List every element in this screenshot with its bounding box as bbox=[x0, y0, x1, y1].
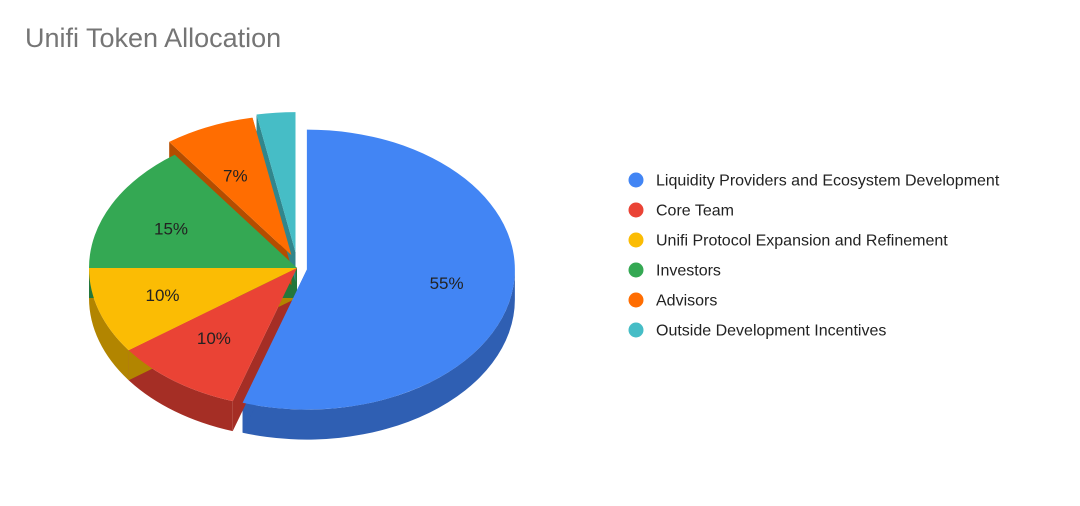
legend-item-unifi-protocol-expansion-and-refinement: Unifi Protocol Expansion and Refinement bbox=[628, 232, 948, 250]
legend-label-liquidity-providers-and-ecosystem-development: Liquidity Providers and Ecosystem Develo… bbox=[656, 173, 1000, 190]
legend-swatch-unifi-protocol-expansion-and-refinement bbox=[628, 232, 644, 248]
legend-swatch-advisors bbox=[628, 292, 644, 308]
legend-item-core-team: Core Team bbox=[628, 202, 734, 220]
legend-item-advisors: Advisors bbox=[628, 292, 717, 310]
chart-title: Unifi Token Allocation bbox=[25, 23, 281, 53]
legend: Liquidity Providers and Ecosystem Develo… bbox=[628, 172, 1000, 340]
legend-label-unifi-protocol-expansion-and-refinement: Unifi Protocol Expansion and Refinement bbox=[656, 233, 948, 250]
slice-label-advisors: 7% bbox=[223, 167, 248, 186]
legend-swatch-outside-development-incentives bbox=[628, 322, 644, 338]
legend-label-outside-development-incentives: Outside Development Incentives bbox=[656, 323, 886, 340]
legend-swatch-core-team bbox=[628, 202, 644, 218]
legend-label-core-team: Core Team bbox=[656, 203, 734, 220]
legend-label-investors: Investors bbox=[656, 263, 721, 280]
legend-swatch-investors bbox=[628, 262, 644, 278]
pie-labels-layer: 55% 10% 10% 15% 7% bbox=[145, 167, 463, 349]
legend-swatch-liquidity-providers-and-ecosystem-development bbox=[628, 172, 644, 188]
slice-label-unifi-protocol-expansion-and-refinement: 10% bbox=[145, 286, 179, 305]
pie-slice-unifi-protocol-expansion-and-refinement bbox=[89, 268, 297, 351]
slice-label-liquidity-providers-and-ecosystem-development: 55% bbox=[430, 274, 464, 293]
legend-item-outside-development-incentives: Outside Development Incentives bbox=[628, 322, 886, 340]
pie-slice-outside-development-incentives bbox=[256, 112, 296, 253]
legend-item-liquidity-providers-and-ecosystem-development: Liquidity Providers and Ecosystem Develo… bbox=[628, 172, 1000, 190]
slice-label-core-team: 10% bbox=[197, 329, 231, 348]
pie-slice-investors bbox=[89, 154, 297, 268]
pie-top-layer bbox=[89, 112, 515, 410]
pie-slice-advisors bbox=[169, 117, 292, 256]
legend-item-investors: Investors bbox=[628, 262, 721, 280]
pie-slice-liquidity-providers-and-ecosystem-development bbox=[242, 129, 515, 410]
pie-slice-core-team bbox=[128, 268, 297, 402]
legend-label-advisors: Advisors bbox=[656, 293, 717, 310]
slice-label-investors: 15% bbox=[154, 220, 188, 239]
